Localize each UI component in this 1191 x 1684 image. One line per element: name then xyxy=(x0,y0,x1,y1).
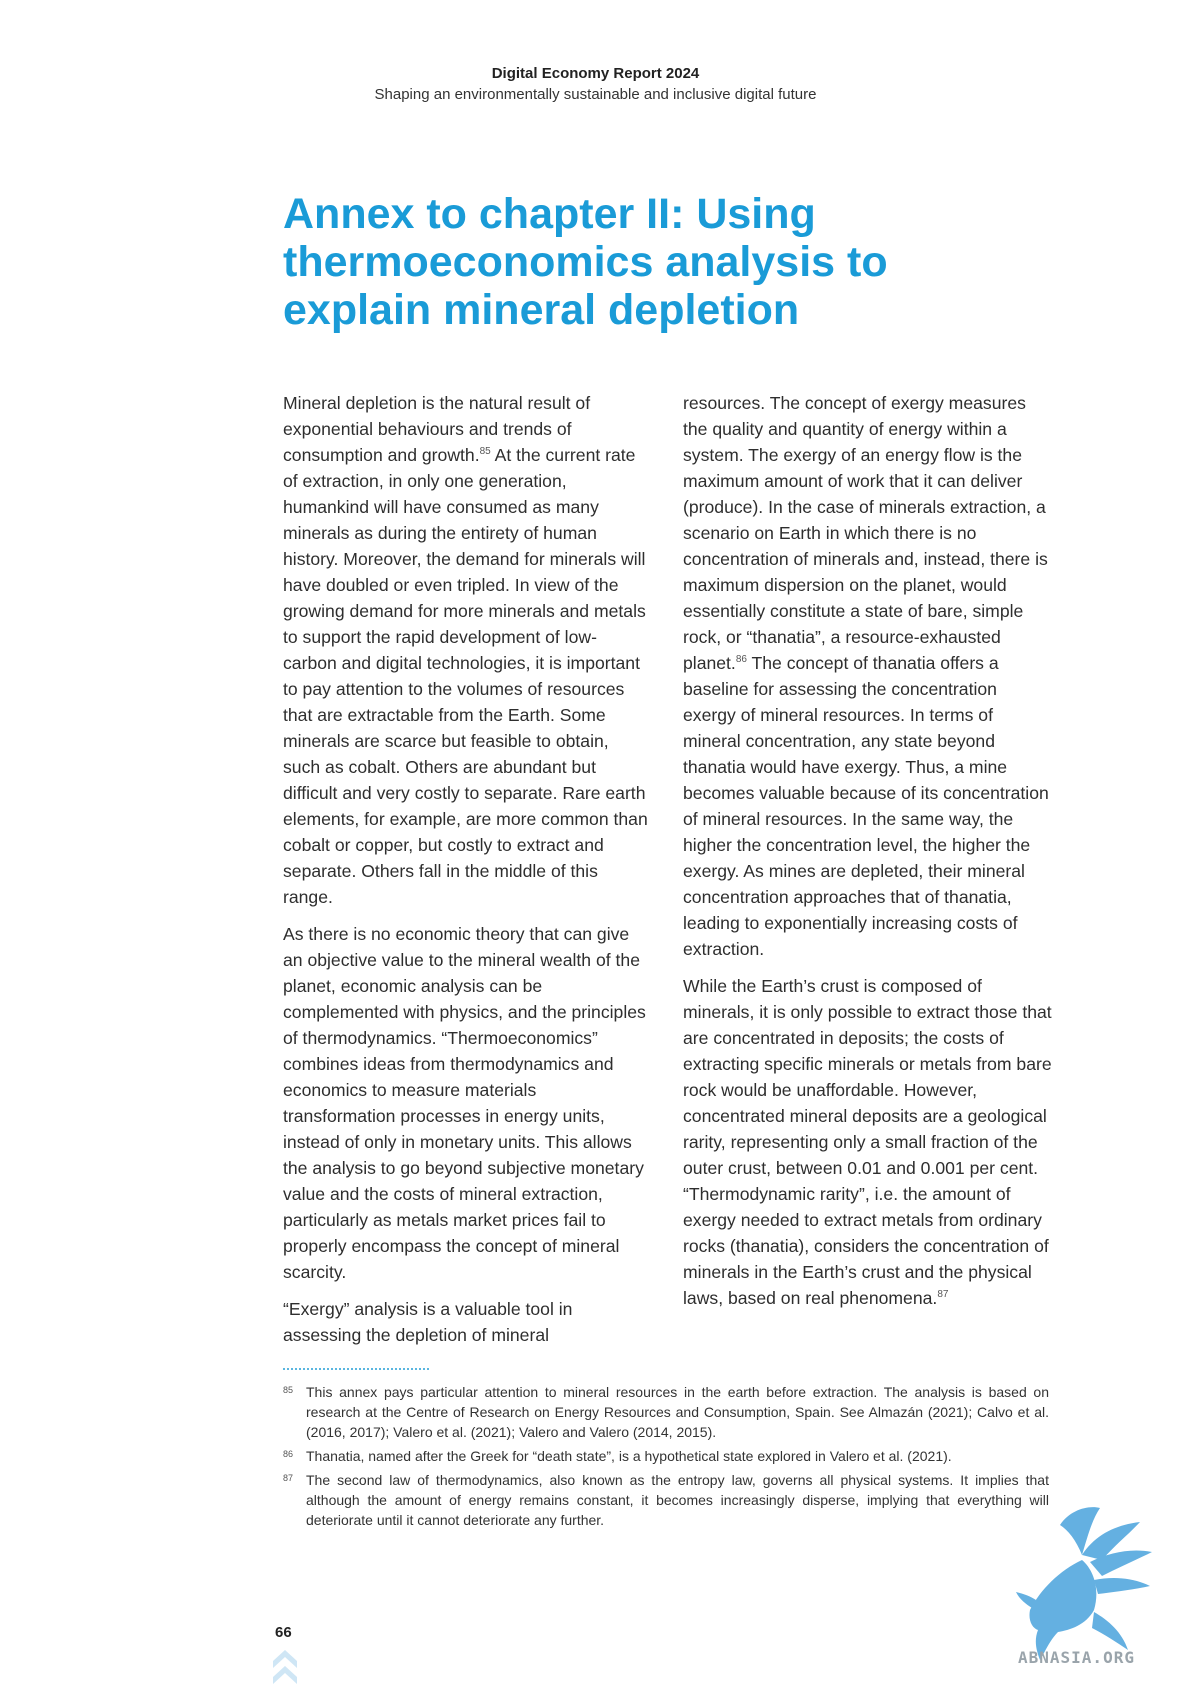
paragraph: “Exergy” analysis is a valuable tool in … xyxy=(283,1299,573,1345)
running-header: Digital Economy Report 2024 Shaping an e… xyxy=(0,64,1191,105)
watermark-text: ABNASIA.ORG xyxy=(1018,1648,1135,1667)
body-column-right: resources. The concept of exergy measure… xyxy=(683,390,1053,1322)
chevron-up-icon[interactable] xyxy=(270,1646,300,1684)
footnote-86: 86 Thanatia, named after the Greek for “… xyxy=(283,1446,1049,1466)
paragraph: resources. The concept of exergy measure… xyxy=(683,393,1049,959)
paragraph: As there is no economic theory that can … xyxy=(283,924,646,1282)
footnote-text: This annex pays particular attention to … xyxy=(306,1384,1049,1440)
footnote-divider xyxy=(283,1368,429,1370)
paragraph: Mineral depletion is the natural result … xyxy=(283,393,648,907)
page-number: 66 xyxy=(275,1624,292,1641)
footnotes: 85 This annex pays particular attention … xyxy=(283,1382,1049,1534)
footnote-87: 87 The second law of thermodynamics, als… xyxy=(283,1470,1049,1530)
paragraph: While the Earth’s crust is composed of m… xyxy=(683,976,1052,1308)
footnote-number: 86 xyxy=(283,1449,294,1459)
report-subtitle: Shaping an environmentally sustainable a… xyxy=(374,86,817,103)
footnote-text: The second law of thermodynamics, also k… xyxy=(306,1472,1049,1528)
footnote-number: 87 xyxy=(283,1473,294,1483)
footnote-number: 85 xyxy=(283,1385,294,1395)
footnote-text: Thanatia, named after the Greek for “dea… xyxy=(306,1448,952,1464)
body-column-left: Mineral depletion is the natural result … xyxy=(283,390,648,1359)
footnote-ref[interactable]: 87 xyxy=(937,1289,949,1301)
footnote-ref[interactable]: 86 xyxy=(735,654,747,666)
report-title: Digital Economy Report 2024 xyxy=(491,65,700,82)
footnote-85: 85 This annex pays particular attention … xyxy=(283,1382,1049,1442)
annex-title: Annex to chapter II: Using thermoeconomi… xyxy=(283,190,888,334)
footnote-ref[interactable]: 85 xyxy=(479,446,491,458)
griffin-logo-icon xyxy=(1016,1507,1152,1660)
